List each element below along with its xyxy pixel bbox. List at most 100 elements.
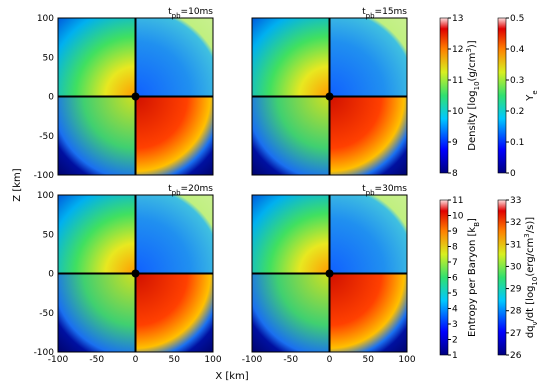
- text-part: =30ms: [375, 184, 408, 194]
- colorbar-tick-label: 3: [452, 320, 458, 330]
- heatmap-quadrant: [252, 195, 330, 274]
- colorbar-tick-label: 0.5: [510, 14, 524, 24]
- heatmap-quadrant: [252, 18, 330, 97]
- text-part: dq: [525, 325, 536, 338]
- y-tick-label: -50: [39, 309, 54, 319]
- text-part: pb: [366, 12, 375, 20]
- x-tick-label: 100: [398, 355, 415, 365]
- text-part: 3: [523, 233, 531, 237]
- heatmap-quadrant: [135, 195, 213, 274]
- panel-title: tpb=10ms: [168, 7, 213, 20]
- colorbar-tick-label: 8: [452, 243, 458, 253]
- colorbar-tick-label: 0.2: [510, 107, 524, 117]
- frame: [57, 194, 214, 353]
- panel-title: tpb=15ms: [362, 7, 407, 20]
- text-part: e: [531, 90, 539, 94]
- text-part: /dt [log: [525, 286, 536, 322]
- colorbar-tick-label: 5: [452, 289, 458, 299]
- text-part: Entropy per Baryon [k: [467, 227, 478, 337]
- colorbar-label: Ye: [525, 90, 539, 101]
- heatmap-quadrant: [329, 195, 407, 274]
- frame: [251, 194, 408, 353]
- text-part: =15ms: [375, 7, 408, 17]
- colorbar: [439, 199, 449, 356]
- text-part: ν: [531, 321, 539, 325]
- colorbar-tick-label: 0.3: [510, 76, 524, 86]
- y-tick-label: 50: [43, 230, 55, 240]
- panel-title: tpb=30ms: [362, 184, 407, 197]
- panel: [57, 194, 214, 353]
- panel-title: tpb=20ms: [168, 184, 213, 197]
- frame: [57, 17, 214, 176]
- colorbar-tick-label: 7: [452, 258, 458, 268]
- y-axis-label: Z [km]: [12, 168, 23, 201]
- x-tick-label: -100: [48, 355, 69, 365]
- frame: [251, 17, 408, 176]
- colorbar-tick-label: 30: [510, 262, 522, 272]
- colorbar: [497, 17, 507, 174]
- core: [325, 269, 334, 278]
- colorbar-tick-label: 11: [452, 196, 463, 206]
- x-axis-label: X [km]: [215, 371, 248, 382]
- text-part: (g/cm: [467, 53, 478, 82]
- colorbar-tick-label: 28: [510, 307, 522, 317]
- heatmap-quadrant: [58, 273, 136, 352]
- text-part: Density [log: [467, 90, 478, 150]
- text-part: ]: [467, 218, 478, 222]
- colorbar-tick-label: 0.4: [510, 45, 525, 55]
- text-part: t: [168, 184, 172, 194]
- text-part: =10ms: [181, 7, 214, 17]
- y-tick-label: 0: [48, 270, 54, 280]
- heatmap-quadrant: [329, 18, 407, 97]
- colorbar-label: dqν/dt [log10(erg/cm3/s)]: [523, 217, 539, 338]
- colorbar-tick-label: 26: [510, 351, 522, 361]
- colorbar-tick-label: 9: [452, 138, 458, 148]
- colorbar-tick-label: 12: [452, 45, 463, 55]
- text-part: )]: [467, 40, 478, 48]
- core: [131, 92, 140, 101]
- panel: [57, 17, 214, 176]
- y-tick-label: 50: [43, 53, 55, 63]
- text-part: pb: [172, 12, 181, 20]
- heatmap-quadrant: [329, 96, 407, 175]
- y-tick-label: 0: [48, 93, 54, 103]
- colorbar-tick-label: 4: [452, 305, 458, 315]
- heatmap-quadrant: [58, 96, 136, 175]
- heatmap-quadrant: [252, 273, 330, 352]
- text-part: pb: [366, 189, 375, 197]
- core: [131, 269, 140, 278]
- colorbar-tick-label: 8: [452, 169, 458, 179]
- colorbar: [439, 17, 449, 174]
- colorbar-tick-label: 10: [452, 107, 464, 117]
- panel: [251, 17, 408, 176]
- heatmap-quadrant: [58, 18, 136, 97]
- colorbar-tick-label: 9: [452, 227, 458, 237]
- colorbar-tick-label: 0.1: [510, 138, 524, 148]
- y-tick-label: -100: [34, 348, 55, 358]
- x-tick-label: 0: [327, 355, 333, 365]
- y-tick-label: -50: [39, 132, 54, 142]
- text-part: 3: [465, 48, 473, 52]
- text-part: 10: [473, 81, 481, 90]
- colorbar-tick-label: 1: [452, 351, 458, 361]
- colorbar: [497, 199, 507, 356]
- panel: [251, 194, 408, 353]
- text-part: Y: [525, 94, 536, 102]
- colorbar-tick-label: 32: [510, 218, 521, 228]
- text-part: t: [362, 7, 366, 17]
- colorbar-tick-label: 2: [452, 336, 458, 346]
- text-part: t: [362, 184, 366, 194]
- heatmap-quadrant: [329, 273, 407, 352]
- heatmap-quadrant: [135, 96, 213, 175]
- heatmap-quadrant: [135, 18, 213, 97]
- x-tick-label: -50: [283, 355, 298, 365]
- text-part: (erg/cm: [525, 238, 536, 277]
- y-tick-label: 100: [37, 191, 54, 201]
- x-tick-label: 100: [204, 355, 221, 365]
- colorbar-tick-label: 11: [452, 76, 463, 86]
- x-tick-label: 0: [133, 355, 139, 365]
- x-tick-label: 50: [169, 355, 181, 365]
- colorbar-label: Density [log10(g/cm3)]: [465, 40, 481, 150]
- core: [325, 92, 334, 101]
